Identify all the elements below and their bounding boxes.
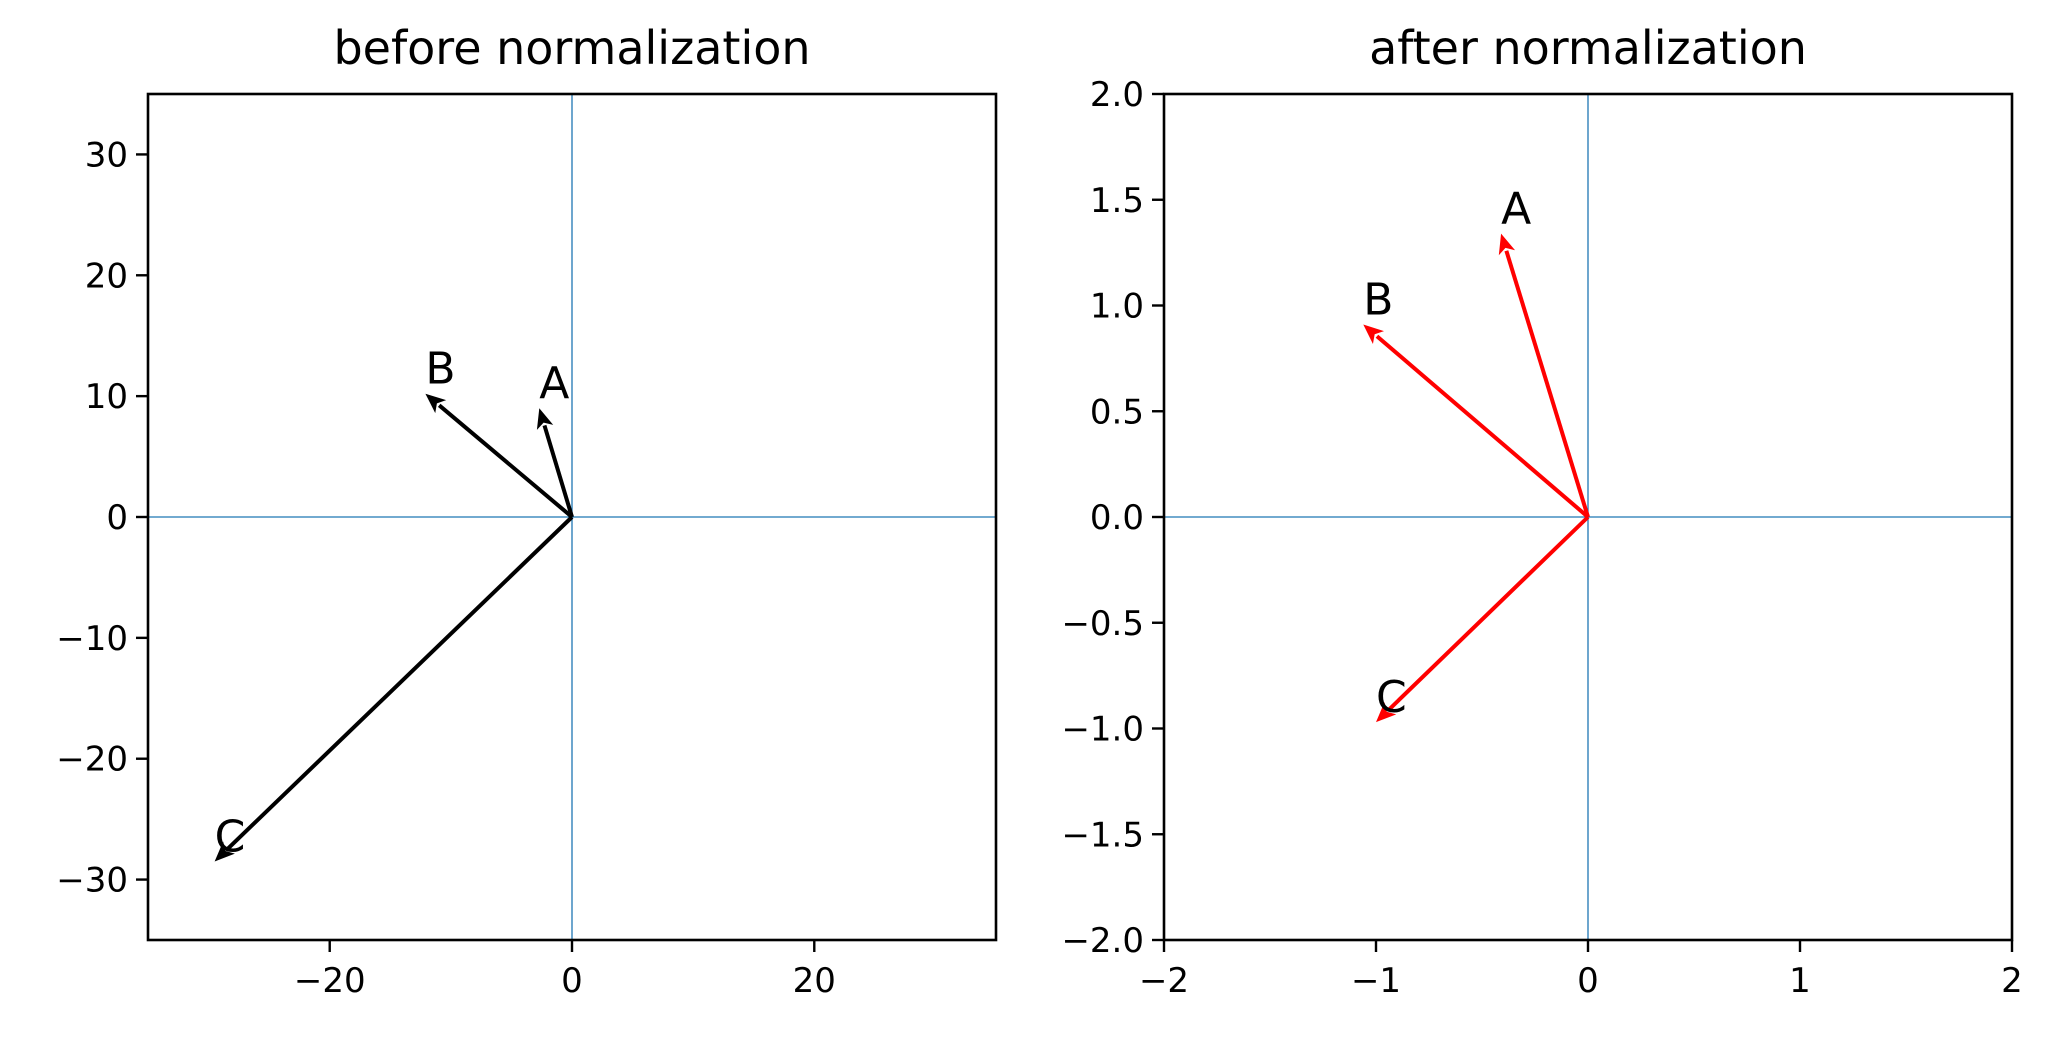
x-tick-label: 20 <box>793 961 836 1001</box>
vector-a-head <box>1498 233 1516 256</box>
vector-c: C <box>1376 515 1590 723</box>
vector-a-shaft <box>542 424 574 518</box>
y-tick-label: −10 <box>56 619 128 659</box>
chart-title: after normalization <box>1369 21 1807 75</box>
chart-title: before normalization <box>333 21 810 75</box>
y-tick-label: 1.5 <box>1090 181 1144 221</box>
y-tick-label: 1.0 <box>1090 287 1144 327</box>
vector-b: B <box>1363 275 1590 519</box>
vector-b-head <box>425 393 447 414</box>
y-tick-label: −20 <box>56 740 128 780</box>
y-tick-label: 30 <box>85 135 128 175</box>
vector-b: B <box>425 344 574 519</box>
vector-c-label: C <box>215 811 246 862</box>
x-tick-label: 0 <box>1577 961 1599 1001</box>
y-tick-label: 20 <box>85 256 128 296</box>
y-tick-label: 10 <box>85 377 128 417</box>
x-tick-label: 0 <box>561 961 583 1001</box>
x-tick-label: −1 <box>1351 961 1401 1001</box>
vector-b-shaft <box>437 403 574 519</box>
vector-c-shaft <box>1387 515 1590 712</box>
vector-a: A <box>536 358 574 518</box>
vector-c: C <box>214 515 574 862</box>
after-normalization-panel: A B C −2 −1 0 1 2 −2.0 −1.5 −1.0 −0.5 0.0 0.5 1.0 1.5 2.… <box>1061 21 2022 1001</box>
x-tick-label: −2 <box>1139 961 1189 1001</box>
vector-b-label: B <box>425 344 455 395</box>
y-tick-label: 0 <box>106 498 128 538</box>
vector-b-head <box>1363 324 1384 345</box>
vector-a-head <box>536 408 554 430</box>
y-tick-label: −30 <box>56 861 128 901</box>
before-normalization-panel: A B C −20 0 20 −30 −20 −10 0 10 20 30 before normaliz… <box>56 21 998 1001</box>
y-tick-label: 2.0 <box>1090 75 1144 115</box>
vector-a-label: A <box>539 358 569 409</box>
y-tick-label: −2.0 <box>1061 921 1144 961</box>
y-tick-label: 0.5 <box>1090 392 1144 432</box>
vector-c-label: C <box>1376 672 1407 723</box>
vector-b-shaft <box>1375 334 1590 519</box>
x-tick-label: −20 <box>294 961 366 1001</box>
vector-c-head <box>1376 702 1397 723</box>
x-tick-label: 2 <box>2001 961 2023 1001</box>
vector-b-label: B <box>1363 275 1393 326</box>
y-tick-label: 0.0 <box>1090 498 1144 538</box>
vector-c-head <box>214 841 235 862</box>
vector-a-label: A <box>1501 184 1531 235</box>
x-tick-label: 1 <box>1789 961 1811 1001</box>
y-tick-label: −0.5 <box>1061 604 1144 644</box>
vector-a: A <box>1498 184 1590 518</box>
y-tick-label: −1.0 <box>1061 710 1144 750</box>
vector-c-shaft <box>226 515 574 851</box>
y-tick-label: −1.5 <box>1061 815 1144 855</box>
vector-a-shaft <box>1504 250 1590 518</box>
